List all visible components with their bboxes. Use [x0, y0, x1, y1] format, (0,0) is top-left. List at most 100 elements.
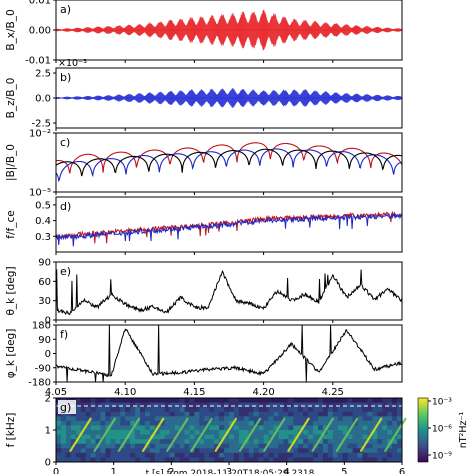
heatmap-cell	[164, 439, 170, 445]
heatmap-cell	[243, 434, 250, 440]
heatmap-cell	[100, 416, 106, 422]
heatmap-cell	[387, 425, 393, 431]
heatmap-cell	[135, 457, 141, 463]
y-tick-label: 2.5	[35, 69, 51, 80]
heatmap-cell	[90, 452, 96, 458]
heatmap-cell	[70, 420, 77, 426]
heatmap-cell	[347, 416, 353, 422]
chorus-element	[335, 417, 359, 452]
heatmap-cell	[377, 434, 383, 440]
heatmap-cell	[372, 407, 378, 413]
x-tick-label: 6	[399, 467, 405, 474]
heatmap-cell	[303, 402, 309, 408]
heatmap-cell	[332, 398, 339, 403]
heatmap-cell	[184, 411, 190, 417]
heatmap-cell	[308, 420, 314, 426]
heatmap-cell	[110, 452, 116, 458]
heatmap-cell	[75, 398, 82, 403]
heatmap-cell	[219, 398, 225, 403]
heatmap-cell	[397, 434, 403, 440]
heatmap-cell	[253, 448, 259, 454]
heatmap-cell	[253, 398, 259, 403]
heatmap-cell	[283, 420, 289, 426]
heatmap-cell	[204, 407, 210, 413]
heatmap-cell	[322, 443, 329, 449]
heatmap-cell	[85, 430, 91, 435]
heatmap-cell	[100, 443, 106, 449]
heatmap-cell	[219, 434, 225, 440]
heatmap-cell	[248, 416, 255, 422]
heatmap-cell	[184, 398, 190, 403]
heatmap-cell	[189, 416, 195, 422]
heatmap-cell	[56, 420, 62, 426]
heatmap-cell	[60, 420, 67, 426]
chorus-element	[69, 417, 92, 452]
heatmap-cell	[125, 420, 131, 426]
heatmap-cell	[85, 443, 91, 449]
y-tick-label: -0.01	[25, 56, 51, 67]
heatmap-cell	[85, 452, 91, 458]
heatmap-cell	[317, 439, 324, 445]
heatmap-cell	[159, 452, 166, 458]
heatmap-cell	[263, 416, 269, 422]
heatmap-cell	[90, 398, 96, 403]
heatmap-cell	[397, 430, 403, 435]
heatmap-cell	[268, 398, 274, 403]
heatmap-cell	[209, 425, 215, 431]
heatmap-cell	[130, 452, 136, 458]
heatmap-cell	[144, 411, 151, 417]
heatmap-cell	[135, 434, 141, 440]
heatmap-cell	[115, 434, 121, 440]
heatmap-cell	[159, 398, 166, 403]
heatmap-cell	[105, 416, 111, 422]
heatmap-cell	[179, 416, 185, 422]
heatmap-cell	[322, 402, 329, 408]
heatmap-cell	[184, 443, 190, 449]
heatmap-cell	[327, 416, 334, 422]
heatmap-cell	[224, 407, 230, 413]
heatmap-cell	[303, 430, 309, 435]
heatmap-cell	[347, 448, 353, 454]
heatmap-cell	[243, 420, 250, 426]
heatmap-cell	[224, 439, 230, 445]
heatmap-cell	[174, 448, 180, 454]
heatmap-cell	[120, 434, 126, 440]
heatmap-cell	[75, 407, 82, 413]
heatmap-cell	[263, 420, 269, 426]
heatmap-cell	[209, 443, 215, 449]
y-tick-label: 0.00	[29, 26, 51, 37]
heatmap-cell	[164, 398, 170, 403]
heatmap-cell	[233, 425, 240, 431]
heatmap-cell	[70, 430, 77, 435]
heatmap-cell	[357, 407, 363, 413]
heatmap-cell	[238, 416, 245, 422]
heatmap-cell	[243, 411, 250, 417]
heatmap-cell	[387, 416, 393, 422]
heatmap-cell	[357, 398, 363, 403]
heatmap-cell	[377, 430, 383, 435]
heatmap-cell	[238, 420, 245, 426]
heatmap-cell	[367, 439, 373, 445]
heatmap-cell	[199, 448, 205, 454]
plot-area	[56, 88, 402, 108]
heatmap-cell	[273, 398, 279, 403]
heatmap-cell	[233, 407, 240, 413]
colorbar: 10⁻³ 10⁻⁶ 10⁻⁹ nT²Hz⁻¹	[417, 398, 469, 463]
heatmap-cell	[56, 434, 62, 440]
heatmap-cell	[288, 398, 294, 403]
heatmap-cell	[115, 420, 121, 426]
heatmap-cell	[65, 425, 72, 431]
heatmap-cell	[337, 407, 343, 413]
heatmap-cell	[233, 402, 240, 408]
heatmap-cell	[337, 416, 343, 422]
heatmap-cell	[149, 443, 156, 449]
heatmap-cell	[144, 398, 151, 403]
heatmap-cell	[233, 411, 240, 417]
heatmap-cell	[140, 430, 146, 435]
heatmap-cell	[90, 402, 96, 408]
heatmap-cell	[387, 402, 393, 408]
heatmap-cell	[298, 398, 304, 403]
heatmap-cell	[248, 439, 255, 445]
y-tick-label: 60	[38, 277, 51, 288]
heatmap-cell	[342, 407, 348, 413]
